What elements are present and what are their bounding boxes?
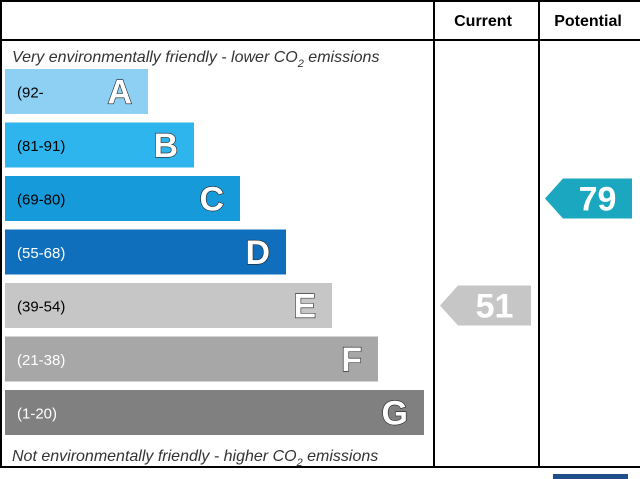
band-e-range: (39-54) — [17, 299, 65, 316]
top-note-tail: emissions — [304, 49, 380, 66]
band-g-letter: G — [382, 395, 408, 433]
band-f-letter: F — [341, 341, 362, 379]
bottom-note: Not environmentally friendly - higher CO… — [12, 448, 378, 469]
band-g-range: (1-20) — [17, 406, 57, 423]
potential-column-header: Potential — [554, 13, 622, 30]
band-g-bar — [5, 390, 424, 435]
current-column-header: Current — [454, 13, 512, 30]
next-block-edge — [553, 474, 628, 479]
band-d-bar — [5, 229, 286, 275]
band-c-letter: C — [199, 181, 224, 219]
band-c-bar — [5, 176, 240, 221]
rating-bands: (92- A (81-91) B (69-80) C (55-68) D (39-54) E (21… — [5, 69, 424, 435]
bottom-note-tail: emissions — [303, 448, 379, 465]
band-a-letter: A — [107, 74, 132, 112]
band-a-bar — [5, 69, 148, 114]
band-f-range: (21-38) — [17, 352, 65, 369]
top-note: Very environmentally friendly - lower CO… — [12, 49, 379, 70]
top-note-subscript: 2 — [297, 58, 304, 70]
band-d-letter: D — [245, 234, 270, 272]
potential-rating-arrow — [545, 178, 632, 219]
band-b-range: (81-91) — [17, 138, 65, 155]
band-e-letter: E — [293, 288, 316, 326]
potential-rating-value: 79 — [579, 181, 617, 219]
band-d-range: (55-68) — [17, 245, 65, 262]
top-note-text: Very environmentally friendly - lower CO — [12, 49, 298, 66]
chart-frame — [0, 0, 640, 468]
current-rating-value: 51 — [476, 288, 514, 326]
band-b-letter: B — [153, 127, 178, 165]
band-f-bar — [5, 336, 378, 382]
band-e-bar — [5, 283, 332, 328]
band-a-range: (92- — [17, 85, 44, 102]
current-rating-arrow — [440, 285, 531, 326]
bottom-note-text: Not environmentally friendly - higher CO — [12, 448, 297, 465]
band-c-range: (69-80) — [17, 192, 65, 209]
band-b-bar — [5, 122, 194, 168]
rating-markers: 51 79 — [440, 178, 632, 326]
bottom-note-subscript: 2 — [296, 457, 303, 469]
